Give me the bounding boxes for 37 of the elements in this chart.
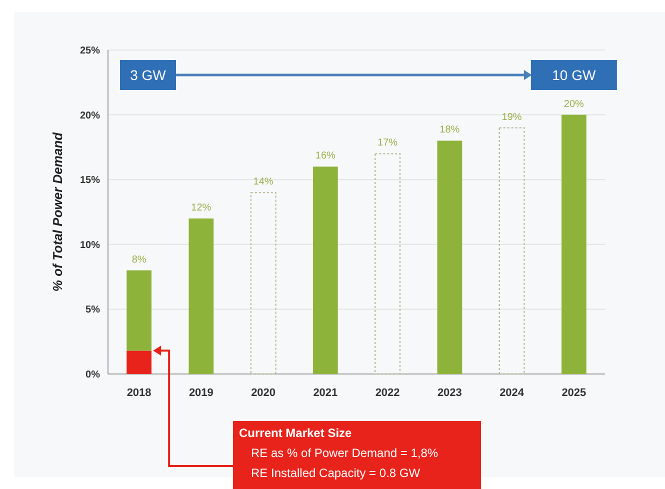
- bar: [188, 218, 214, 374]
- total-label: 19%: [502, 112, 522, 123]
- bar: [374, 153, 401, 375]
- total-label: 18%: [440, 124, 460, 136]
- y-tick-label: 20%: [80, 110, 100, 122]
- x-tick-label: 2024: [500, 387, 525, 399]
- x-tick-label: 2020: [251, 387, 276, 399]
- x-tick-label: 2019: [188, 387, 214, 399]
- bar: [126, 270, 152, 351]
- y-axis-title: % of Total Power Demand: [50, 131, 65, 292]
- total-label: 12%: [191, 202, 212, 214]
- y-tick-label: 5%: [86, 304, 100, 316]
- x-tick-label: 2022: [375, 387, 400, 399]
- annotation: 3 GW: [130, 66, 167, 83]
- x-tick-label: 2023: [437, 387, 462, 399]
- y-tick-label: 0%: [86, 370, 100, 380]
- total-label: 16%: [315, 150, 336, 162]
- total-label: 14%: [253, 176, 274, 188]
- bar: [437, 140, 462, 374]
- bar: [313, 166, 338, 374]
- annotation: 10 GW: [552, 66, 596, 83]
- text: RE as % of Power Demand = 1,8%: [251, 446, 438, 460]
- x-tick-label: 2025: [562, 387, 586, 399]
- x-tick-label: 2018: [126, 387, 152, 399]
- y-tick-label: 10%: [80, 240, 100, 251]
- y-tick-label: 15%: [80, 175, 100, 186]
- text: Current Market Size: [239, 426, 352, 440]
- bar: [498, 127, 525, 375]
- text: RE Installed Capacity = 0.8 GW: [251, 466, 421, 480]
- total-label: 8%: [132, 254, 146, 266]
- x-tick-label: 2021: [313, 387, 338, 399]
- total-label: 17%: [378, 138, 398, 149]
- bar: [562, 114, 586, 374]
- bar: [250, 192, 276, 375]
- bar: [126, 350, 152, 374]
- y-tick-label: 25%: [80, 46, 100, 56]
- total-label: 20%: [564, 98, 584, 110]
